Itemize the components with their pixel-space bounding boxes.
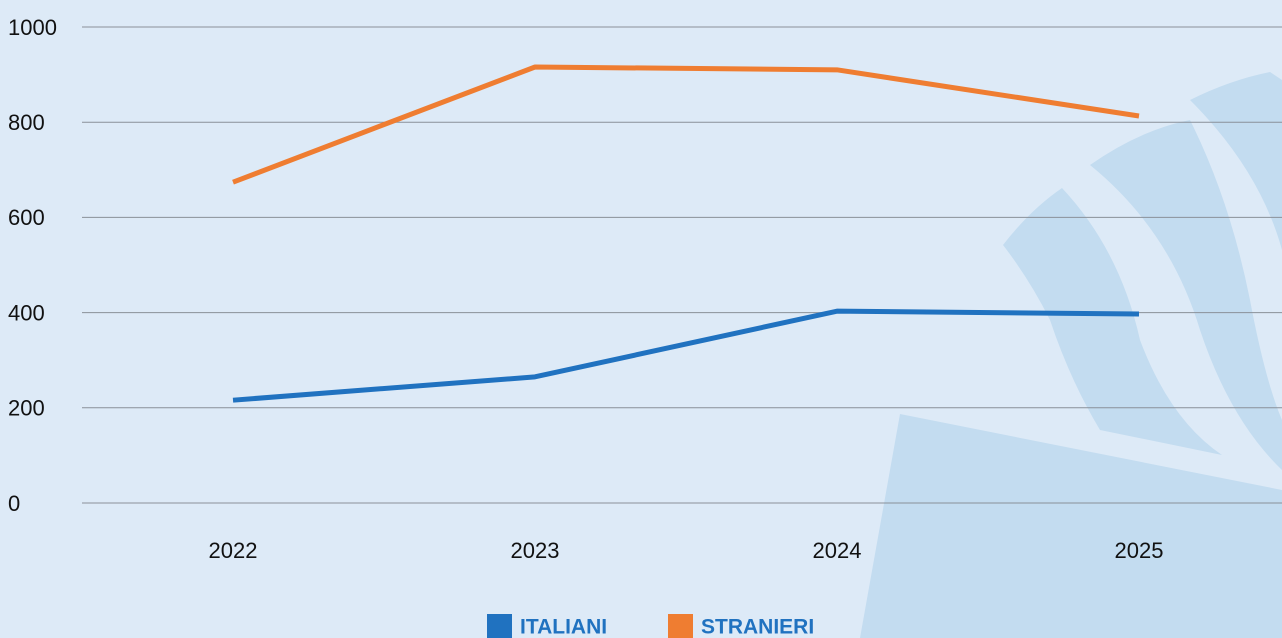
y-tick-label: 600 xyxy=(8,205,45,230)
y-tick-label: 200 xyxy=(8,396,45,421)
x-tick-label: 2022 xyxy=(209,538,258,563)
y-tick-label: 1000 xyxy=(8,15,57,40)
legend-swatch xyxy=(487,614,512,638)
line-series xyxy=(232,64,1140,185)
background-decoration xyxy=(860,72,1282,638)
y-tick-label: 400 xyxy=(8,300,45,325)
legend-text: ITALIANI xyxy=(520,616,607,638)
x-tick-label: 2023 xyxy=(511,538,560,563)
x-tick-label: 2025 xyxy=(1115,538,1164,563)
line-series xyxy=(232,308,1140,403)
y-tick-label: 800 xyxy=(8,110,45,135)
x-tick-label: 2024 xyxy=(813,538,862,563)
y-tick-label: 0 xyxy=(8,491,20,516)
legend-swatch xyxy=(668,614,693,638)
legend-text: STRANIERI xyxy=(701,616,814,638)
